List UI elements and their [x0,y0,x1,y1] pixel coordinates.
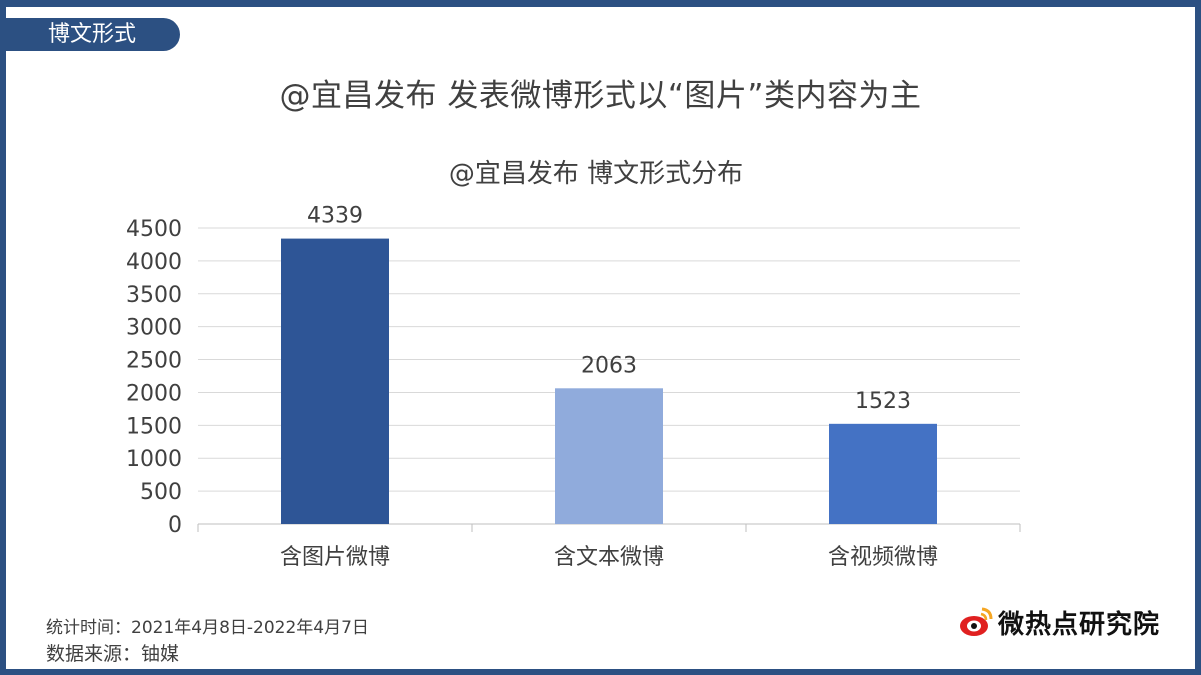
y-tick-label: 4500 [126,217,182,242]
y-tick-label: 4000 [126,250,182,275]
brand-logo: 微热点研究院 [958,604,1160,641]
x-tick-label: 含文本微博 [554,545,664,570]
y-tick-label: 1500 [126,414,182,439]
y-tick-label: 3000 [126,316,182,341]
x-tick-label: 含图片微博 [280,545,390,570]
data-label: 2063 [581,353,637,378]
y-tick-label: 500 [140,480,182,505]
y-axis: 0 500 1000 1500 2000 2500 3000 3500 4000 4500 [126,217,182,538]
y-tick-label: 2000 [126,381,182,406]
y-tick-label: 2500 [126,349,182,374]
chart-title: @宜昌发布 博文形式分布 [449,159,743,189]
y-tick-label: 3500 [126,283,182,308]
stat-period: 统计时间：2021年4月8日-2022年4月7日 [46,618,369,638]
bar [281,238,389,525]
brand-name: 微热点研究院 [998,610,1161,640]
bar [555,388,663,524]
y-tick-label: 1000 [126,447,182,472]
x-tick-label: 含视频微博 [828,545,938,570]
page-headline: @宜昌发布 发表微博形式以“图片”类内容为主 [279,78,922,114]
section-tag: 博文形式 [0,18,180,51]
data-label: 4339 [307,204,363,229]
data-label: 1523 [855,389,911,414]
x-axis: 含图片微博 含文本微博 含视频微博 [197,524,1021,570]
bar [829,423,937,524]
weibo-eye-icon [960,607,993,636]
bars: 4339 2063 1523 [281,204,937,525]
y-tick-label: 0 [168,513,182,538]
data-source: 数据来源：铀媒 [46,643,180,665]
